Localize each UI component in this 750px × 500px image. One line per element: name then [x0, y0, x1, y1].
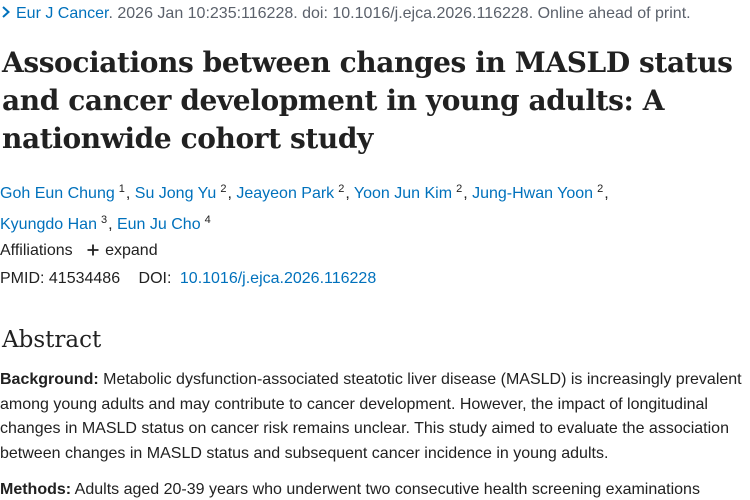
author-link[interactable]: Jeayeon Park: [236, 185, 335, 202]
pmid-label: PMID:: [0, 270, 45, 287]
affiliation-number[interactable]: 3: [100, 214, 108, 226]
affiliations-label: Affiliations: [0, 242, 73, 259]
journal-link[interactable]: Eur J Cancer: [16, 5, 109, 22]
pmid-value: 41534486: [48, 270, 121, 287]
doi-link[interactable]: 10.1016/j.ejca.2026.116228: [179, 270, 377, 287]
expand-label: expand: [105, 242, 158, 259]
author-link[interactable]: Goh Eun Chung: [0, 185, 115, 202]
author-item: Eun Ju Cho 4: [116, 214, 212, 233]
author-link[interactable]: Eun Ju Cho: [116, 216, 201, 233]
affiliation-number[interactable]: 2: [220, 183, 227, 195]
abstract-methods: Methods: Adults aged 20-39 years who und…: [0, 478, 748, 500]
author-item: Su Jong Yu 2,: [134, 183, 237, 202]
author-item: Yoon Jun Kim 2,: [353, 183, 473, 202]
author-item: Jeayeon Park 2,: [236, 183, 354, 202]
authors-list: Goh Eun Chung 1, Su Jong Yu 2, Jeayeon Par…: [0, 176, 740, 238]
expand-affiliations-button[interactable]: expand: [87, 242, 158, 259]
author-link[interactable]: Jung-Hwan Yoon: [472, 185, 594, 202]
abstract-body: Background: Metabolic dysfunction-associ…: [0, 368, 748, 500]
author-item: Jung-Hwan Yoon 2,: [472, 183, 609, 202]
author-link[interactable]: Su Jong Yu: [134, 185, 217, 202]
affiliation-number[interactable]: 2: [456, 183, 463, 195]
abstract-heading: Abstract: [2, 327, 102, 353]
background-label: Background:: [0, 371, 99, 388]
author-item: Kyungdo Han 3,: [0, 214, 117, 233]
plus-icon: [87, 244, 99, 256]
citation-details: . 2026 Jan 10:235:116228. doi: 10.1016/j…: [108, 5, 691, 22]
author-link[interactable]: Yoon Jun Kim: [353, 185, 453, 202]
chevron-right-icon[interactable]: [0, 4, 12, 20]
identifiers-row: PMID: 41534486 DOI: 10.1016/j.ejca.2026.…: [0, 268, 376, 290]
doi-label: DOI:: [138, 270, 172, 287]
methods-text: Adults aged 20-39 years who underwent tw…: [71, 481, 700, 498]
citation-line: Eur J Cancer. 2026 Jan 10:235:116228. do…: [0, 3, 691, 25]
article-title: Associations between changes in MASLD st…: [2, 46, 733, 155]
affiliation-number[interactable]: 2: [338, 183, 345, 195]
author-item: Goh Eun Chung 1,: [0, 183, 135, 202]
affiliations-row: Affiliations expand: [0, 240, 158, 262]
affiliation-number[interactable]: 2: [597, 183, 604, 195]
abstract-background: Background: Metabolic dysfunction-associ…: [0, 368, 748, 466]
methods-label: Methods:: [0, 481, 72, 498]
affiliation-number[interactable]: 1: [118, 183, 125, 195]
author-link[interactable]: Kyungdo Han: [0, 216, 97, 233]
background-text: Metabolic dysfunction-associated steatot…: [0, 371, 742, 462]
affiliation-number[interactable]: 4: [204, 214, 211, 226]
